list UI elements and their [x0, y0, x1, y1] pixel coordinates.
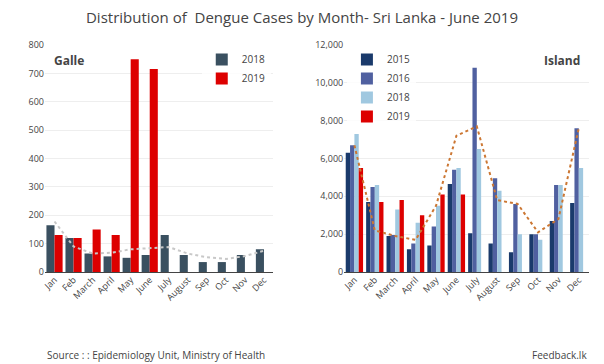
svg-text:Jan: Jan — [341, 274, 360, 293]
svg-text:8,000: 8,000 — [320, 114, 343, 127]
svg-text:May: May — [114, 273, 136, 295]
svg-text:Source : : Epidemiology Unit,: Source : : Epidemiology Unit, Ministry o… — [47, 348, 265, 362]
svg-text:2018: 2018 — [387, 90, 410, 104]
svg-text:12,000: 12,000 — [315, 38, 343, 51]
svg-text:June: June — [132, 274, 155, 297]
svg-text:800: 800 — [29, 38, 44, 51]
svg-text:Distribution of Dengue Cases: Distribution of Dengue Cases by Month- S… — [86, 7, 518, 27]
svg-text:June: June — [439, 274, 462, 297]
svg-text:Feb: Feb — [360, 274, 380, 294]
svg-text:Galle: Galle — [54, 52, 84, 69]
svg-text:Nov: Nov — [543, 273, 564, 294]
svg-text:6,000: 6,000 — [320, 152, 343, 165]
svg-text:Oct: Oct — [524, 274, 543, 293]
svg-text:2019: 2019 — [242, 71, 265, 85]
svg-text:Feb: Feb — [59, 274, 79, 294]
svg-text:Jan: Jan — [41, 274, 60, 293]
svg-text:August: August — [163, 274, 193, 304]
svg-text:Sep: Sep — [192, 274, 212, 294]
svg-text:Oct: Oct — [212, 274, 231, 293]
svg-text:May: May — [420, 273, 442, 295]
svg-text:2015: 2015 — [387, 52, 410, 66]
svg-text:700: 700 — [29, 67, 44, 80]
svg-text:2016: 2016 — [387, 71, 410, 85]
svg-text:Nov: Nov — [229, 273, 250, 294]
svg-text:0: 0 — [39, 265, 44, 278]
svg-text:Island: Island — [544, 52, 580, 69]
svg-text:10,000: 10,000 — [315, 76, 343, 89]
svg-text:2018: 2018 — [242, 52, 265, 66]
svg-text:300: 300 — [29, 180, 44, 193]
svg-text:500: 500 — [29, 123, 44, 136]
svg-text:Sep: Sep — [503, 274, 523, 294]
svg-text:August: August — [473, 274, 503, 304]
svg-text:March: March — [372, 274, 400, 302]
svg-text:Feedback.lk: Feedback.lk — [532, 348, 587, 362]
svg-text:July: July — [462, 273, 483, 294]
svg-text:Dec: Dec — [249, 273, 270, 294]
svg-text:4,000: 4,000 — [320, 189, 343, 202]
svg-text:March: March — [70, 274, 98, 302]
svg-text:600: 600 — [29, 95, 44, 108]
svg-text:2,000: 2,000 — [320, 227, 343, 240]
svg-text:2019: 2019 — [387, 109, 410, 123]
svg-text:100: 100 — [29, 237, 44, 250]
svg-text:April: April — [398, 274, 421, 297]
svg-text:0: 0 — [338, 265, 343, 278]
svg-text:July: July — [154, 273, 175, 294]
svg-text:400: 400 — [29, 152, 44, 165]
svg-text:200: 200 — [29, 208, 44, 221]
svg-text:April: April — [94, 274, 117, 297]
svg-text:Dec: Dec — [564, 273, 585, 294]
